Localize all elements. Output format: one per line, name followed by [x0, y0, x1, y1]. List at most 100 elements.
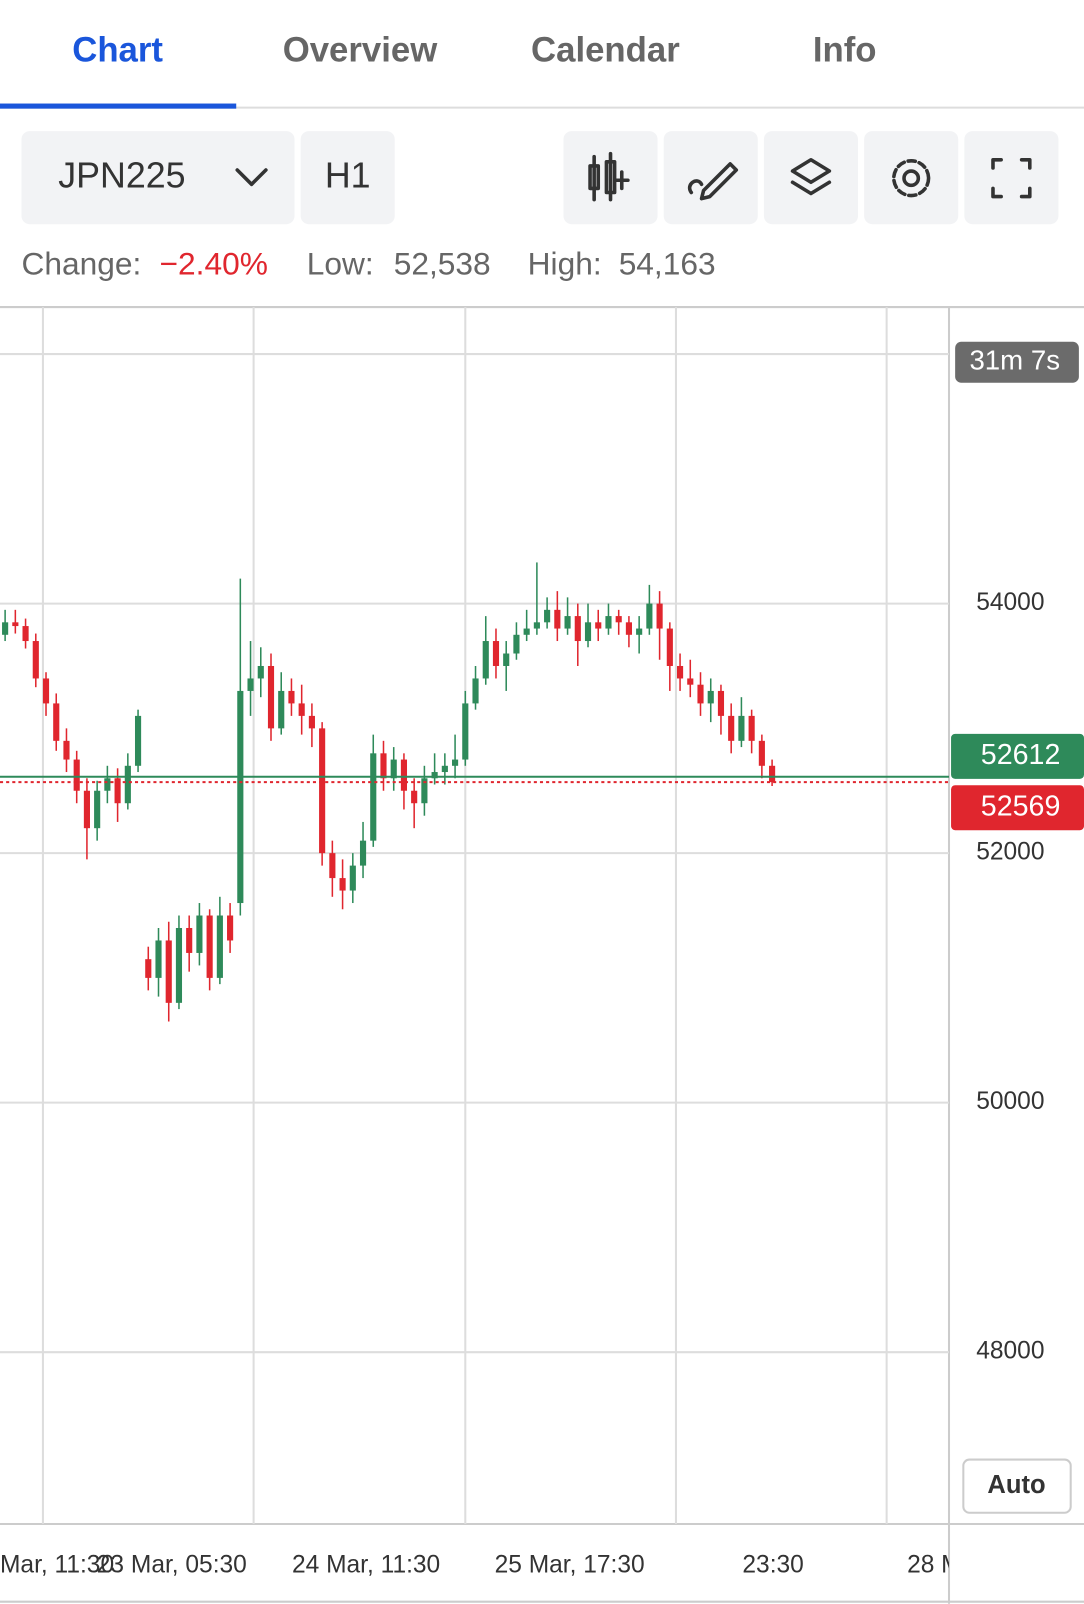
candle-body	[523, 628, 530, 635]
indicators-button[interactable]	[563, 131, 658, 225]
candle-body	[441, 765, 448, 773]
candle-body	[482, 641, 489, 679]
candle-body	[278, 690, 285, 729]
candle-body	[400, 759, 408, 791]
change-value: −2.40%	[160, 246, 268, 282]
candle-body	[666, 628, 673, 666]
tab[interactable]: Calendar	[531, 32, 680, 70]
candle-body	[206, 915, 213, 978]
candle-body	[63, 740, 70, 760]
candle-body	[247, 678, 254, 691]
auto-scale-label: Auto	[987, 1471, 1045, 1499]
candle-body	[554, 609, 561, 629]
layers-icon	[790, 157, 832, 196]
chevron-icon	[235, 168, 268, 187]
y-tick-label: 48000	[976, 1338, 1044, 1365]
candle-body	[503, 653, 510, 666]
fullscreen-icon	[991, 157, 1032, 199]
countdown: 31m 7s	[969, 345, 1060, 376]
tab[interactable]: Overview	[283, 32, 439, 70]
candle-body	[472, 678, 479, 704]
layers-button[interactable]	[763, 131, 858, 225]
candle-body	[124, 765, 131, 804]
candle-body	[104, 778, 111, 791]
candle-body	[288, 690, 295, 704]
candle-body	[462, 703, 469, 760]
fullscreen-button[interactable]	[964, 131, 1059, 225]
low-label: Low:	[307, 246, 374, 282]
settings-button[interactable]	[864, 131, 959, 225]
candle-body	[595, 622, 602, 629]
candle-body	[769, 765, 776, 783]
symbol: JPN225	[58, 156, 185, 196]
candle-body	[73, 759, 80, 791]
candle-body	[492, 641, 500, 666]
candle-body	[22, 626, 29, 642]
candle-body	[349, 865, 356, 891]
candle-body	[42, 678, 50, 704]
candle-body	[380, 753, 387, 779]
pencil-icon	[687, 162, 739, 201]
auto-scale-button[interactable]: Auto	[962, 1458, 1072, 1514]
high-label: High:	[528, 246, 602, 282]
candle-body	[421, 778, 428, 804]
candle-body	[564, 616, 571, 629]
candle-body	[196, 915, 203, 953]
candle-body	[625, 622, 632, 635]
candle-body	[513, 634, 520, 654]
price-tag	[951, 785, 1084, 831]
price-tag	[951, 733, 1084, 779]
timeframe-button[interactable]: H1	[300, 131, 395, 225]
x-tick-label: 23:30	[742, 1551, 803, 1578]
candle-body	[2, 622, 9, 635]
candle-body	[257, 665, 264, 679]
candle-body	[298, 703, 305, 716]
candle-body	[636, 628, 643, 635]
candle-body	[748, 715, 755, 741]
tab[interactable]: Info	[813, 32, 877, 70]
candle-body	[329, 853, 336, 879]
candle-body	[83, 790, 90, 829]
candle-body	[707, 690, 714, 704]
button-bg	[663, 131, 758, 225]
candle-body	[646, 603, 653, 629]
candle-body	[339, 878, 346, 891]
candle-body	[533, 622, 540, 629]
candle-body	[175, 927, 183, 1003]
draw-button[interactable]	[663, 131, 758, 225]
x-tick-label: Mar, 11:30	[0, 1551, 114, 1578]
candle-body	[267, 665, 275, 729]
price-tag-label: 52569	[981, 790, 1061, 822]
candle-body	[431, 772, 438, 779]
candle-body	[94, 790, 101, 829]
candle-body	[370, 753, 377, 841]
change-label: Change:	[21, 246, 141, 282]
candle-body	[687, 678, 694, 685]
candle-body	[308, 715, 315, 729]
candle-body	[390, 759, 397, 779]
candle-body	[145, 959, 152, 978]
candle-body	[155, 940, 162, 978]
candle-body	[605, 616, 612, 629]
symbol-selector[interactable]: JPN225	[21, 131, 295, 225]
candle-body	[32, 641, 39, 679]
low-value: 52,538	[394, 246, 491, 282]
candles	[2, 562, 776, 1022]
gear-icon	[891, 159, 931, 198]
candle-body	[544, 609, 551, 623]
candle-body	[574, 616, 581, 642]
x-tick-label: 23 Mar, 05:30	[97, 1551, 247, 1578]
candle-body	[738, 715, 745, 741]
candle-body	[134, 715, 142, 766]
candle-body	[758, 740, 765, 766]
button-bg	[300, 131, 395, 225]
tab[interactable]: Chart	[72, 32, 163, 70]
candle-body	[728, 715, 735, 741]
button-bg	[962, 1458, 1072, 1514]
active-tab-indicator	[0, 103, 237, 109]
candle-body	[216, 915, 223, 978]
